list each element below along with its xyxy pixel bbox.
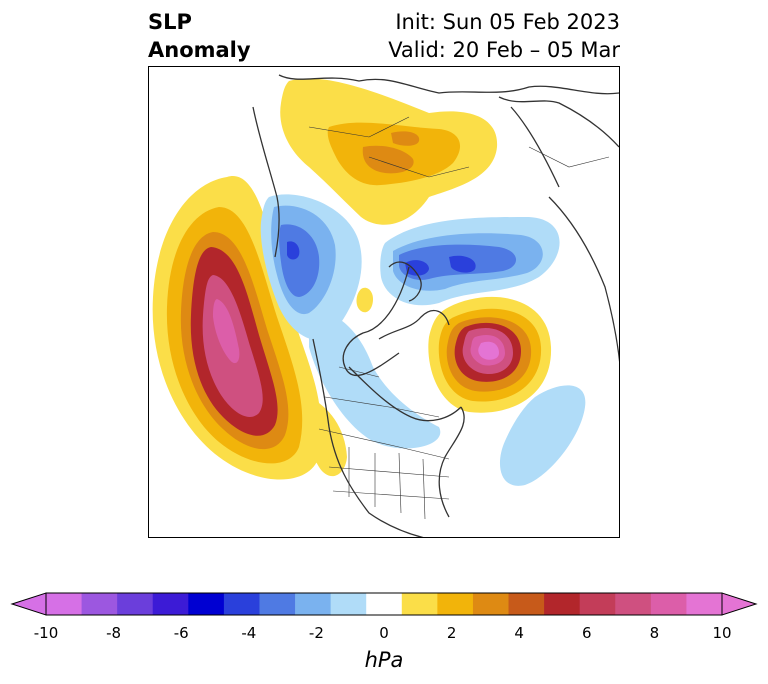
colorbar-segment <box>259 593 296 615</box>
colorbar-segment <box>81 593 118 615</box>
colorbar-segment <box>544 593 581 615</box>
title-field: Anomaly <box>148 38 251 62</box>
north-america-central-low-anomaly <box>309 312 441 449</box>
colorbar <box>10 592 758 616</box>
colorbar-segment <box>401 593 438 615</box>
colorbar-frame <box>45 592 723 616</box>
colorbar-tick-label: 0 <box>379 624 389 642</box>
colorbar-segment <box>650 593 687 615</box>
colorbar-tick-label: 2 <box>446 624 457 642</box>
north-america-west-low-anomaly <box>260 194 362 340</box>
coastlines <box>252 74 619 537</box>
colorbar-segment <box>508 593 545 615</box>
colorbar-tick-label: 10 <box>712 624 732 642</box>
colorbar-segment <box>223 593 260 615</box>
map-subtitle: Init: Sun 05 Feb 2023 Valid: 20 Feb – 05… <box>388 8 620 64</box>
gulf-small-high <box>356 287 373 313</box>
colorbar-tick-label: -6 <box>173 624 189 642</box>
colorbar-segment <box>330 593 367 615</box>
colorbar-tick-label: -4 <box>241 624 257 642</box>
greenland-low-anomaly <box>380 217 560 306</box>
colorbar-segment <box>615 593 652 615</box>
colorbar-tick-label: 6 <box>582 624 592 642</box>
eurasia-high-anomaly <box>280 78 498 225</box>
atlantic-high-anomaly <box>428 296 552 413</box>
colorbar-tick-label: -10 <box>33 624 59 642</box>
map-title: SLP Anomaly <box>148 8 251 64</box>
colorbar-segment <box>437 593 474 615</box>
valid-period: Valid: 20 Feb – 05 Mar <box>388 38 620 62</box>
pacific-high-anomaly <box>152 176 322 480</box>
atlantic-low-anomaly <box>499 385 586 486</box>
colorbar-segment <box>366 593 403 615</box>
colorbar-high-extension <box>721 592 758 616</box>
colorbar-tick-label: 8 <box>649 624 660 642</box>
map-canvas <box>152 74 619 537</box>
colorbar-segment <box>152 593 189 615</box>
colorbar-tick-label: -8 <box>106 624 122 642</box>
colorbar-tick-label: 4 <box>514 624 524 642</box>
title-variable: SLP <box>148 10 192 34</box>
colorbar-segment <box>117 593 154 615</box>
colorbar-tick-label: -2 <box>308 624 324 642</box>
colorbar-segment <box>472 593 510 615</box>
colorbar-segment <box>188 593 225 615</box>
borders <box>308 116 610 520</box>
colorbar-segments <box>46 593 723 615</box>
colorbar-units: hPa <box>364 648 404 672</box>
colorbar-segment <box>579 593 616 615</box>
init-date: Init: Sun 05 Feb 2023 <box>395 10 620 34</box>
colorbar-segment <box>686 593 723 615</box>
anomaly-map <box>148 66 620 538</box>
colorbar-segment <box>295 593 332 615</box>
colorbar-segment <box>46 593 83 615</box>
colorbar-low-extension <box>10 592 47 616</box>
